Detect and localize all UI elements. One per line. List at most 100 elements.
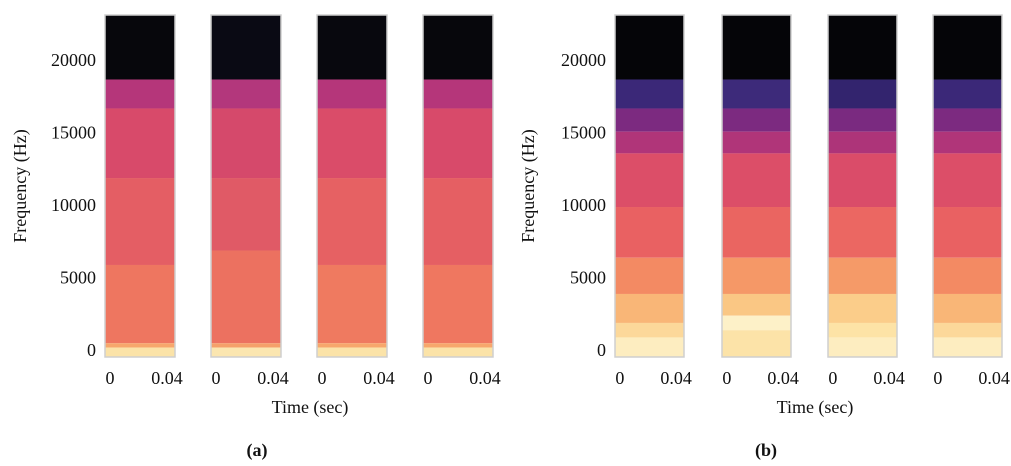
spectrogram <box>105 15 175 357</box>
frequency-band <box>933 15 1002 79</box>
frequency-band <box>722 207 791 258</box>
spectrogram <box>722 15 791 357</box>
spectrogram <box>211 15 281 357</box>
x-tick-label: 0.04 <box>363 368 395 388</box>
frequency-band <box>933 153 1002 207</box>
frequency-band <box>933 108 1002 131</box>
frequency-band <box>211 343 281 347</box>
x-axis-label: Time (sec) <box>777 397 854 418</box>
x-tick-label: 0.04 <box>978 368 1010 388</box>
y-tick-label: 15000 <box>51 123 96 143</box>
panel-label: (a) <box>247 440 268 461</box>
x-tick-label: 0 <box>317 368 326 388</box>
x-tick-label: 0 <box>722 368 731 388</box>
frequency-band <box>615 294 684 323</box>
frequency-band <box>423 265 493 343</box>
frequency-band <box>317 348 387 357</box>
frequency-band <box>105 79 175 108</box>
frequency-band <box>615 15 684 79</box>
x-tick-label: 0 <box>211 368 220 388</box>
frequency-band <box>105 15 175 79</box>
frequency-band <box>105 178 175 265</box>
frequency-band <box>828 108 897 131</box>
frequency-band <box>828 294 897 323</box>
y-tick-label: 5000 <box>60 268 96 288</box>
frequency-band <box>615 207 684 258</box>
frequency-band <box>615 153 684 207</box>
frequency-band <box>933 258 1002 294</box>
x-tick-label: 0.04 <box>767 368 799 388</box>
frequency-band <box>423 178 493 265</box>
frequency-band <box>211 250 281 343</box>
frequency-band <box>615 108 684 131</box>
figure: 0 5000 10000 15000 20000 Frequency (Hz) 0 0.04 0… <box>0 0 1011 466</box>
spectrogram <box>615 15 684 357</box>
frequency-band <box>722 153 791 207</box>
frequency-band <box>317 343 387 347</box>
x-tick-label: 0.04 <box>469 368 501 388</box>
frequency-band <box>933 207 1002 258</box>
x-tick-label: 0.04 <box>151 368 183 388</box>
frequency-band <box>211 108 281 178</box>
y-axis-label: Frequency (Hz) <box>10 129 31 242</box>
spectrogram <box>317 15 387 357</box>
x-tick-label: 0 <box>933 368 942 388</box>
frequency-band <box>933 79 1002 108</box>
frequency-band <box>423 343 493 347</box>
x-tick-label: 0.04 <box>257 368 289 388</box>
frequency-band <box>105 265 175 343</box>
frequency-band <box>933 323 1002 337</box>
panel-label: (b) <box>755 440 777 461</box>
frequency-band <box>317 108 387 178</box>
frequency-band <box>933 132 1002 154</box>
y-tick-label: 20000 <box>51 50 96 70</box>
frequency-band <box>317 265 387 343</box>
x-tick-label: 0 <box>615 368 624 388</box>
y-tick-label: 10000 <box>51 195 96 215</box>
frequency-band <box>615 323 684 337</box>
frequency-band <box>828 258 897 294</box>
frequency-band <box>105 348 175 357</box>
frequency-band <box>423 348 493 357</box>
y-tick-label: 20000 <box>561 50 606 70</box>
x-tick-label: 0.04 <box>660 368 692 388</box>
frequency-band <box>211 348 281 357</box>
frequency-band <box>828 132 897 154</box>
frequency-band <box>933 337 1002 357</box>
y-tick-label: 15000 <box>561 123 606 143</box>
frequency-band <box>722 79 791 108</box>
frequency-band <box>211 178 281 250</box>
frequency-band <box>828 153 897 207</box>
frequency-band <box>317 15 387 79</box>
y-tick-label: 0 <box>87 340 96 360</box>
frequency-band <box>828 323 897 337</box>
frequency-band <box>722 132 791 154</box>
x-tick-label: 0 <box>105 368 114 388</box>
x-tick-label: 0 <box>828 368 837 388</box>
frequency-band <box>828 207 897 258</box>
y-tick-label: 0 <box>597 340 606 360</box>
frequency-band <box>615 337 684 357</box>
x-tick-label: 0 <box>423 368 432 388</box>
spectrogram <box>423 15 493 357</box>
frequency-band <box>211 79 281 108</box>
frequency-band <box>423 15 493 79</box>
frequency-band <box>722 15 791 79</box>
frequency-band <box>423 79 493 108</box>
frequency-band <box>317 79 387 108</box>
frequency-band <box>105 343 175 347</box>
spectrogram <box>933 15 1002 357</box>
frequency-band <box>423 108 493 178</box>
frequency-band <box>317 178 387 265</box>
frequency-band <box>722 108 791 131</box>
frequency-band <box>615 79 684 108</box>
frequency-band <box>828 15 897 79</box>
x-tick-label: 0.04 <box>873 368 905 388</box>
spectrogram <box>828 15 897 357</box>
y-tick-label: 10000 <box>561 195 606 215</box>
frequency-band <box>722 316 791 330</box>
frequency-band <box>105 108 175 178</box>
frequency-band <box>933 294 1002 323</box>
frequency-band <box>615 132 684 154</box>
frequency-band <box>722 330 791 357</box>
